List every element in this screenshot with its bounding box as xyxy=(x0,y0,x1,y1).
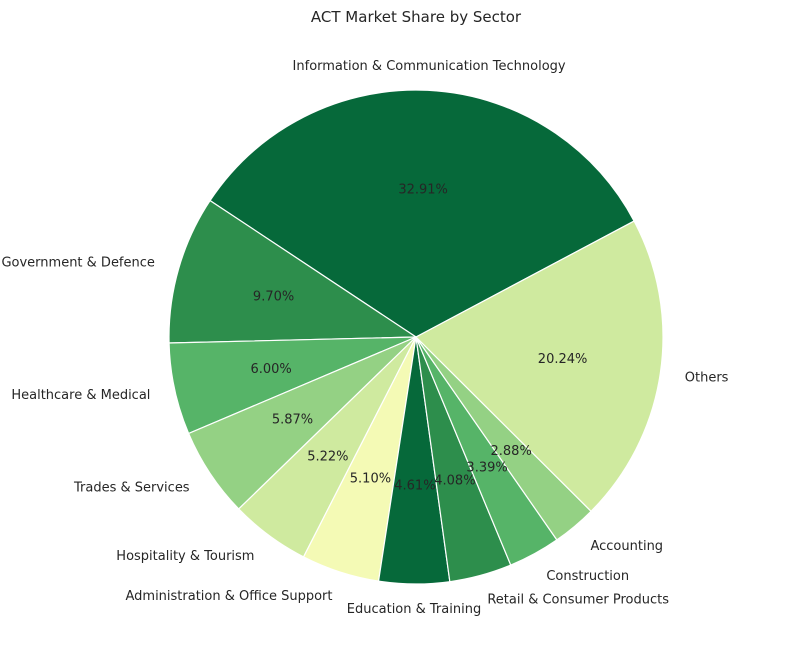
slice-label-administration-and-office-support: Administration & Office Support xyxy=(125,589,332,604)
slice-label-accounting: Accounting xyxy=(590,539,663,554)
pct-label-information-and-communication-technology: 32.91% xyxy=(398,182,448,197)
slice-label-retail-and-consumer-products: Retail & Consumer Products xyxy=(487,593,669,608)
pct-label-trades-and-services: 5.87% xyxy=(272,412,313,427)
slice-label-hospitality-and-tourism: Hospitality & Tourism xyxy=(116,549,254,564)
slice-label-construction: Construction xyxy=(546,569,629,584)
pie-slice-government-and-defence xyxy=(168,199,418,344)
slice-label-government-and-defence: Government & Defence xyxy=(1,255,154,270)
pct-label-accounting: 2.88% xyxy=(491,444,532,459)
slice-label-education-and-training: Education & Training xyxy=(347,602,481,617)
pct-label-education-and-training: 4.61% xyxy=(394,479,435,494)
pct-label-government-and-defence: 9.70% xyxy=(253,289,294,304)
slice-label-healthcare-and-medical: Healthcare & Medical xyxy=(11,388,150,403)
pct-label-healthcare-and-medical: 6.00% xyxy=(250,362,291,377)
pie-slice-information-and-communication-technology xyxy=(209,89,635,338)
pie-slice-others xyxy=(415,220,664,513)
slice-label-information-and-communication-technology: Information & Communication Technology xyxy=(293,59,566,74)
slice-label-trades-and-services: Trades & Services xyxy=(73,481,190,496)
pct-label-administration-and-office-support: 5.10% xyxy=(350,472,391,487)
pct-label-retail-and-consumer-products: 4.08% xyxy=(434,474,475,489)
chart-title: ACT Market Share by Sector xyxy=(311,8,522,26)
pct-label-hospitality-and-tourism: 5.22% xyxy=(307,450,348,465)
slice-label-others: Others xyxy=(685,370,729,385)
pct-label-others: 20.24% xyxy=(538,352,588,367)
pct-label-construction: 3.39% xyxy=(466,461,507,476)
